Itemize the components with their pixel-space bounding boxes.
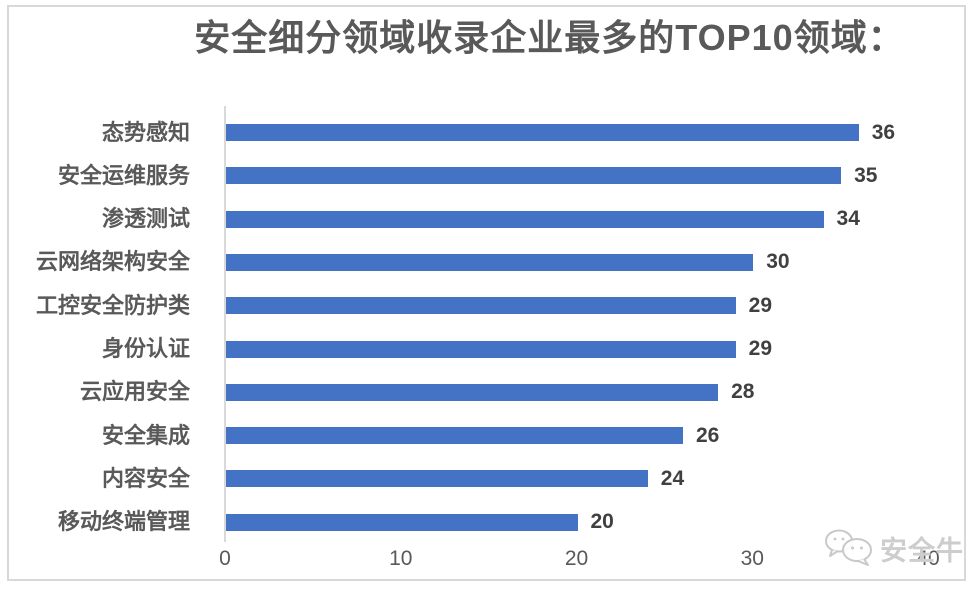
bar — [226, 340, 736, 358]
bar — [226, 383, 719, 401]
x-axis-tick-label: 40 — [916, 547, 940, 570]
chart-title: 安全细分领域收录企业最多的TOP10领域： — [194, 17, 905, 58]
bar — [226, 167, 842, 185]
value-label: 35 — [854, 163, 878, 187]
value-label: 29 — [748, 293, 773, 317]
category-label: 安全运维服务 — [57, 162, 190, 188]
y-axis-line — [224, 106, 226, 542]
bar — [226, 297, 736, 315]
category-label: 态势感知 — [101, 119, 190, 145]
value-label: 30 — [766, 250, 790, 274]
chat-bubbles-icon — [825, 529, 872, 566]
category-label: 云应用安全 — [79, 379, 190, 405]
value-label: 26 — [695, 423, 720, 447]
category-label: 移动终端管理 — [57, 509, 190, 535]
bar — [226, 513, 578, 531]
category-label: 安全集成 — [101, 422, 190, 448]
category-label: 身份认证 — [101, 336, 190, 361]
x-axis-tick-label: 10 — [389, 547, 413, 570]
x-axis-tick-label: 0 — [219, 547, 231, 570]
category-label: 云网络架构安全 — [35, 249, 190, 275]
bar — [226, 470, 648, 488]
watermark-label: 安全牛 — [880, 535, 964, 566]
watermark: 安全牛 — [824, 528, 964, 568]
bar — [226, 124, 859, 141]
category-label: 渗透测试 — [101, 206, 190, 232]
value-label: 29 — [748, 337, 773, 360]
x-axis-tick-label: 20 — [564, 547, 589, 570]
value-label: 34 — [836, 207, 860, 231]
category-label: 工控安全防护类 — [35, 292, 190, 318]
bar — [226, 253, 754, 271]
bar — [226, 427, 683, 445]
value-label: 36 — [871, 120, 896, 144]
value-label: 24 — [660, 466, 685, 490]
value-label: 20 — [590, 510, 614, 534]
category-label: 内容安全 — [101, 465, 190, 491]
bar — [226, 210, 824, 228]
value-label: 28 — [731, 380, 755, 404]
x-axis-tick-label: 30 — [740, 547, 764, 570]
